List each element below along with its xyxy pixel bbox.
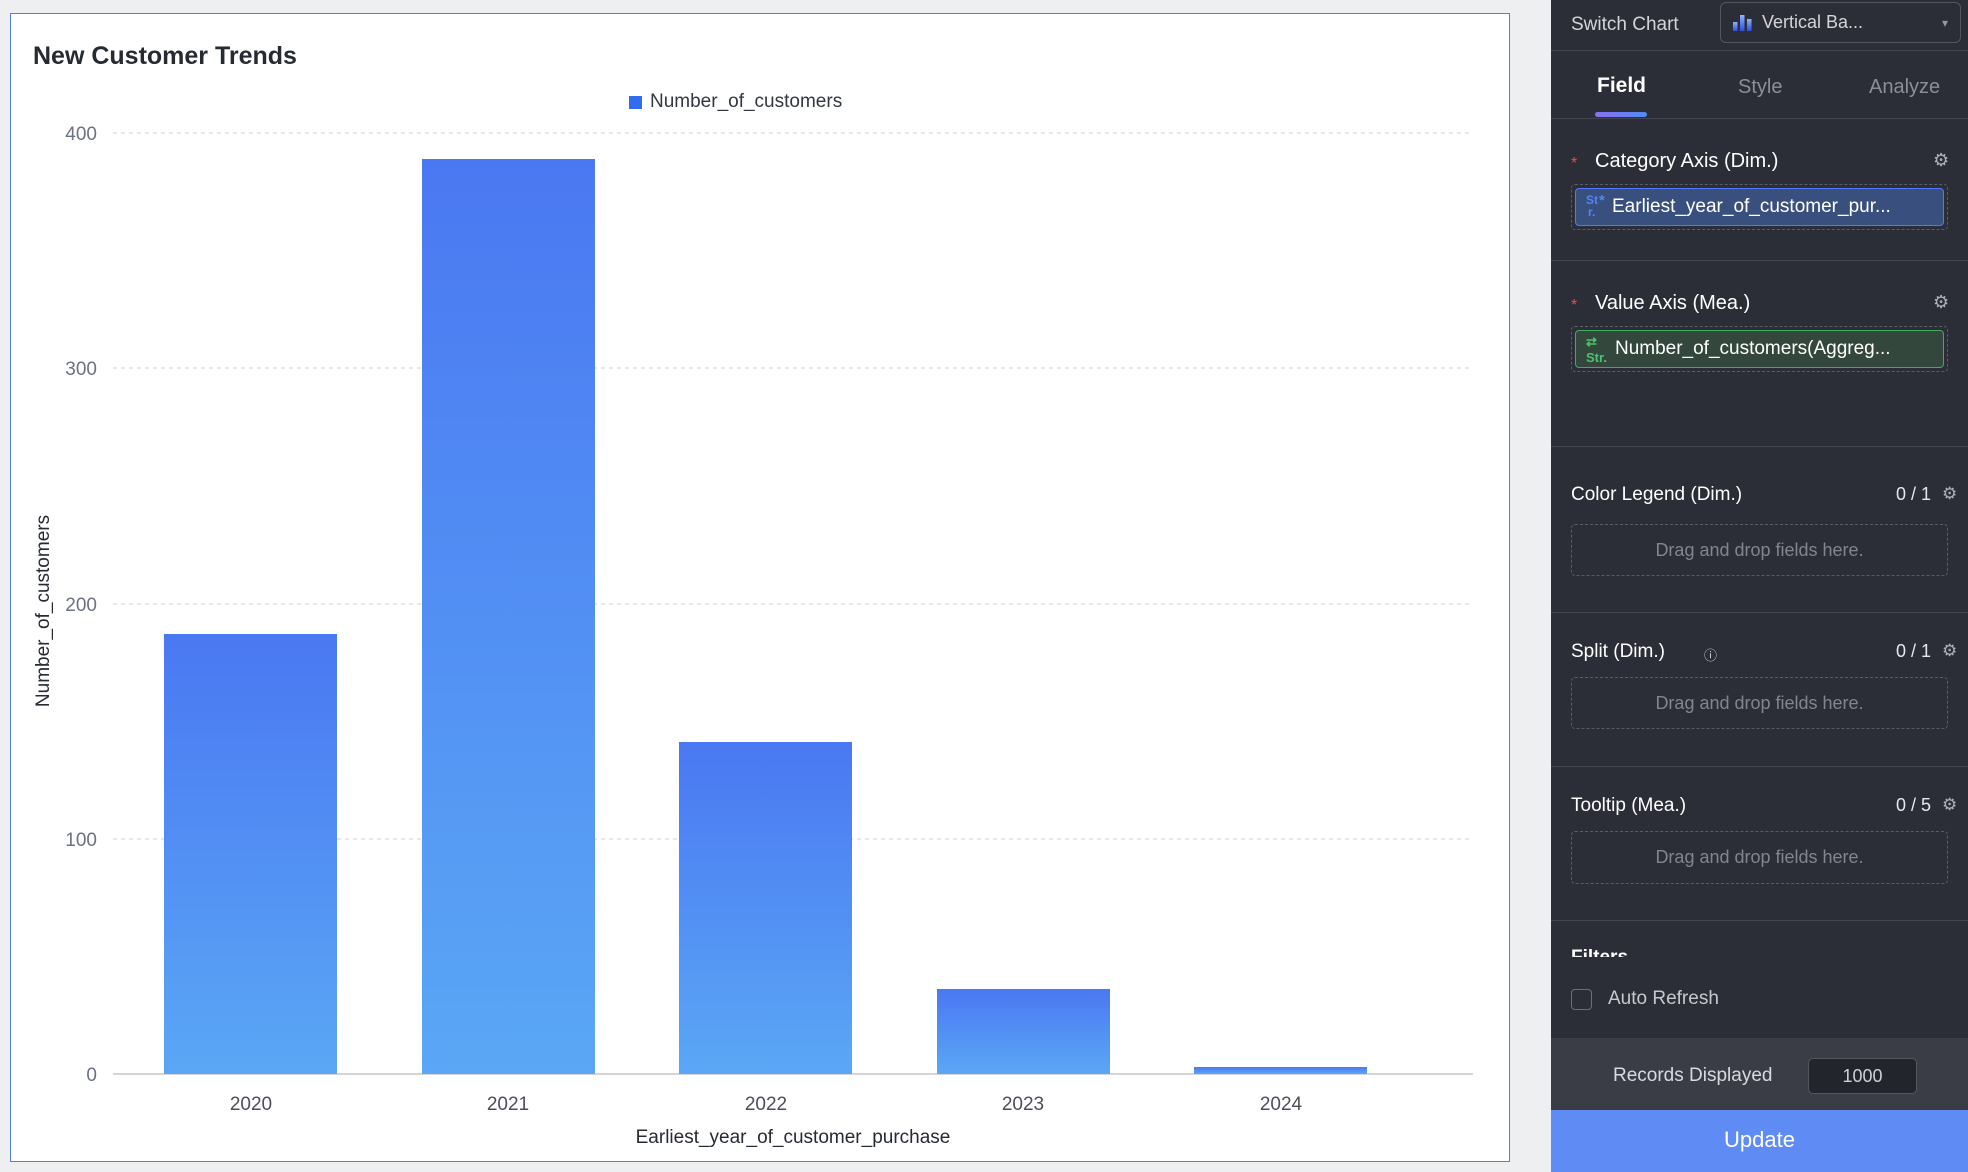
svg-text:100: 100 xyxy=(65,830,97,851)
svg-text:400: 400 xyxy=(65,124,97,145)
svg-text:2021: 2021 xyxy=(487,1094,529,1115)
svg-text:2022: 2022 xyxy=(745,1094,787,1115)
svg-text:2023: 2023 xyxy=(1002,1094,1044,1115)
svg-text:2020: 2020 xyxy=(230,1094,272,1115)
svg-text:0: 0 xyxy=(86,1065,97,1086)
svg-text:Earliest_year_of_customer_purc: Earliest_year_of_customer_purchase xyxy=(636,1127,951,1148)
svg-text:300: 300 xyxy=(65,359,97,380)
svg-text:200: 200 xyxy=(65,595,97,616)
svg-text:Number_of_customers: Number_of_customers xyxy=(33,515,54,707)
svg-text:2024: 2024 xyxy=(1260,1094,1303,1115)
